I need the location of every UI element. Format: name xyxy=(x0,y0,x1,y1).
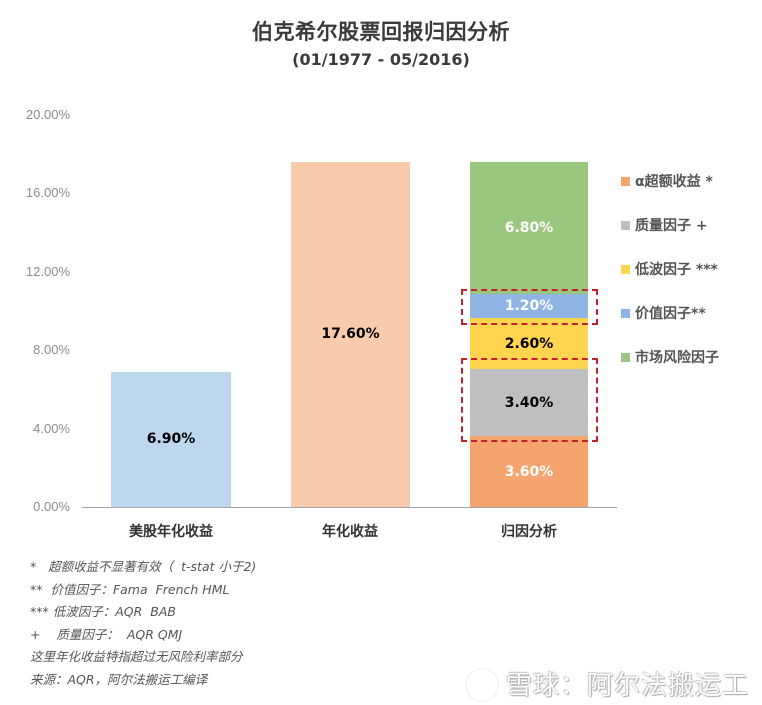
y-tick-8: 8.00% xyxy=(33,342,70,357)
footnotes: * 超额收益不显著有效（ t-stat 小于2) ** 价值因子：Fama Fr… xyxy=(30,556,256,691)
x-axis-line xyxy=(82,507,617,508)
y-tick-0: 0.00% xyxy=(33,499,70,514)
legend-label: 低波因子 *** xyxy=(635,262,718,278)
bar-us-stock-annual-return: 6.90% xyxy=(111,372,231,507)
legend-item-low-volatility: 低波因子 *** xyxy=(621,259,718,279)
segment-market-risk-factor: 6.80% xyxy=(470,162,588,294)
x-label-us-stock: 美股年化收益 xyxy=(129,524,213,540)
legend-item-market-risk: 市场风险因子 xyxy=(621,347,719,367)
legend-swatch xyxy=(621,220,630,230)
segment-value-label: 1.20% xyxy=(504,298,554,314)
segment-low-volatility-factor: 2.60% xyxy=(470,318,588,369)
footnote-excess-return: 这里年化收益特指超过无风险利率部分 xyxy=(30,649,243,664)
footnote-quality-factor: + 质量因子： AQR QMJ xyxy=(30,626,183,642)
segment-value-factor: 1.20% xyxy=(470,294,588,318)
y-tick-20: 20.00% xyxy=(25,107,70,122)
x-label-attribution: 归因分析 xyxy=(501,524,557,540)
segment-quality-factor: 3.40% xyxy=(470,369,588,436)
x-label-annual-return: 年化收益 xyxy=(322,524,378,540)
chart-title: 伯克希尔股票回报归因分析 xyxy=(252,20,510,44)
watermark-text: 雪球：阿尔法搬运工 xyxy=(506,671,750,701)
legend-label: α超额收益 * xyxy=(635,174,713,190)
highlight-box-value-factor xyxy=(461,289,598,325)
y-tick-16: 16.00% xyxy=(25,185,70,200)
watermark: 雪球：阿尔法搬运工 xyxy=(466,665,749,703)
footnote-value-factor: ** 价值因子：Fama French HML xyxy=(30,581,230,597)
legend-item-quality: 质量因子 + xyxy=(621,215,708,235)
segment-value-label: 2.60% xyxy=(504,335,554,352)
legend-label: 价值因子** xyxy=(635,306,706,322)
bar-value-label: 17.60% xyxy=(321,326,380,342)
bar-attribution-stacked: 3.60% 3.40% 2.60% 1.20% 6.80% xyxy=(470,162,588,507)
bar-annual-return: 17.60% xyxy=(291,162,410,507)
legend-label: 市场风险因子 xyxy=(635,350,719,366)
chart-subtitle: (01/1977 - 05/2016) xyxy=(292,50,470,69)
legend-item-alpha: α超额收益 * xyxy=(621,171,713,191)
footnote-source: 来源：AQR，阿尔法搬运工编译 xyxy=(30,671,208,687)
xueqiu-logo-icon xyxy=(466,668,498,701)
legend-swatch xyxy=(621,352,630,362)
legend-item-value: 价值因子** xyxy=(621,303,706,323)
footnote-low-volatility: *** 低波因子：AQR BAB xyxy=(30,604,176,619)
legend-swatch xyxy=(621,308,630,318)
legend-swatch xyxy=(621,176,630,186)
legend-label: 质量因子 + xyxy=(635,218,708,234)
legend-swatch xyxy=(621,264,630,274)
bar-value-label: 6.90% xyxy=(146,431,196,447)
segment-value-label: 3.60% xyxy=(504,463,554,480)
highlight-box-quality-factor xyxy=(461,358,598,442)
y-tick-12: 12.00% xyxy=(25,264,70,279)
segment-value-label: 6.80% xyxy=(504,220,554,236)
footnote-alpha: * 超额收益不显著有效（ t-stat 小于2) xyxy=(30,559,257,574)
segment-value-label: 3.40% xyxy=(504,394,554,411)
y-tick-4: 4.00% xyxy=(33,421,70,436)
segment-alpha: 3.60% xyxy=(470,436,588,507)
